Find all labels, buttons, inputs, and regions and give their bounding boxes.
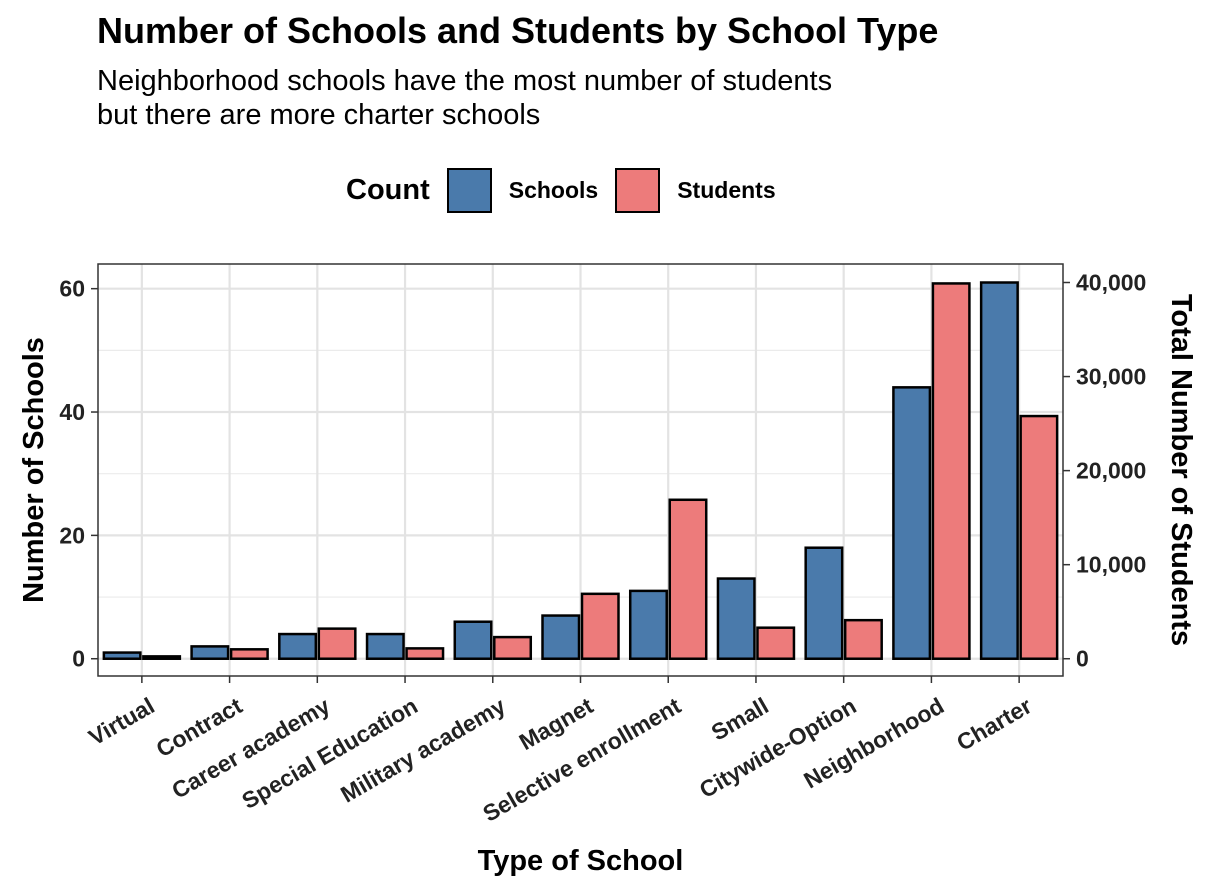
bar-schools-3 [365, 632, 405, 660]
bar-students-8 [843, 618, 883, 660]
x-tick-label: Military academy [336, 692, 510, 807]
y-tick-label: 40 [59, 399, 85, 425]
y2-axis-label: Total Number of Students [1165, 294, 1197, 646]
subtitle-line-1: Neighborhood schools have the most numbe… [97, 65, 833, 97]
y2-tick-label: 20,000 [1076, 458, 1146, 484]
bar-students-5 [580, 592, 620, 660]
bar-schools-1 [190, 645, 230, 660]
y2-tick-label: 10,000 [1076, 552, 1146, 578]
bar-students-6 [668, 498, 708, 660]
bars [102, 281, 1059, 660]
bar-students-3 [405, 647, 445, 660]
bar-schools-10 [979, 281, 1019, 660]
bar-schools-4 [453, 620, 493, 660]
chart-subtitle: Neighborhood schools have the most numbe… [97, 64, 997, 132]
x-tick-label: Citywide-Option [695, 692, 861, 803]
legend-label-students: Students [677, 176, 776, 203]
bar-schools-2 [278, 632, 318, 660]
x-tick-label: Virtual [84, 692, 159, 750]
bar-students-4 [493, 635, 533, 660]
bar-schools-8 [804, 546, 844, 660]
x-axis-label: Type of School [478, 845, 684, 877]
legend-label-schools: Schools [508, 176, 599, 203]
y-tick-label: 0 [72, 646, 85, 672]
bar-students-10 [1019, 414, 1059, 660]
y-tick-label: 60 [59, 276, 85, 302]
legend-key-students [615, 167, 661, 213]
subtitle-line-2: but there are more charter schools [97, 99, 541, 131]
bar-students-2 [317, 627, 357, 660]
bar-schools-0 [102, 651, 142, 660]
legend-key-schools [446, 167, 492, 213]
bar-students-1 [229, 648, 269, 660]
bar-students-7 [756, 626, 796, 660]
y-axis-label: Number of Schools [18, 337, 50, 603]
chart-title: Number of Schools and Students by School… [97, 10, 939, 51]
bar-schools-9 [892, 386, 932, 660]
bar-schools-7 [716, 577, 756, 660]
y2-tick-label: 40,000 [1076, 270, 1146, 296]
bar-students-0 [142, 655, 182, 660]
bar-students-9 [931, 282, 971, 660]
legend-title: Count [346, 173, 430, 206]
chart-legend: Count Schools Students [346, 166, 793, 214]
x-tick-label: Charter [952, 692, 1036, 755]
x-tick-label: Small [707, 692, 773, 745]
y2-tick-label: 0 [1076, 646, 1089, 672]
bar-schools-5 [541, 614, 581, 660]
y2-tick-label: 30,000 [1076, 364, 1146, 390]
bar-schools-6 [628, 589, 668, 660]
y-tick-label: 20 [59, 522, 85, 548]
